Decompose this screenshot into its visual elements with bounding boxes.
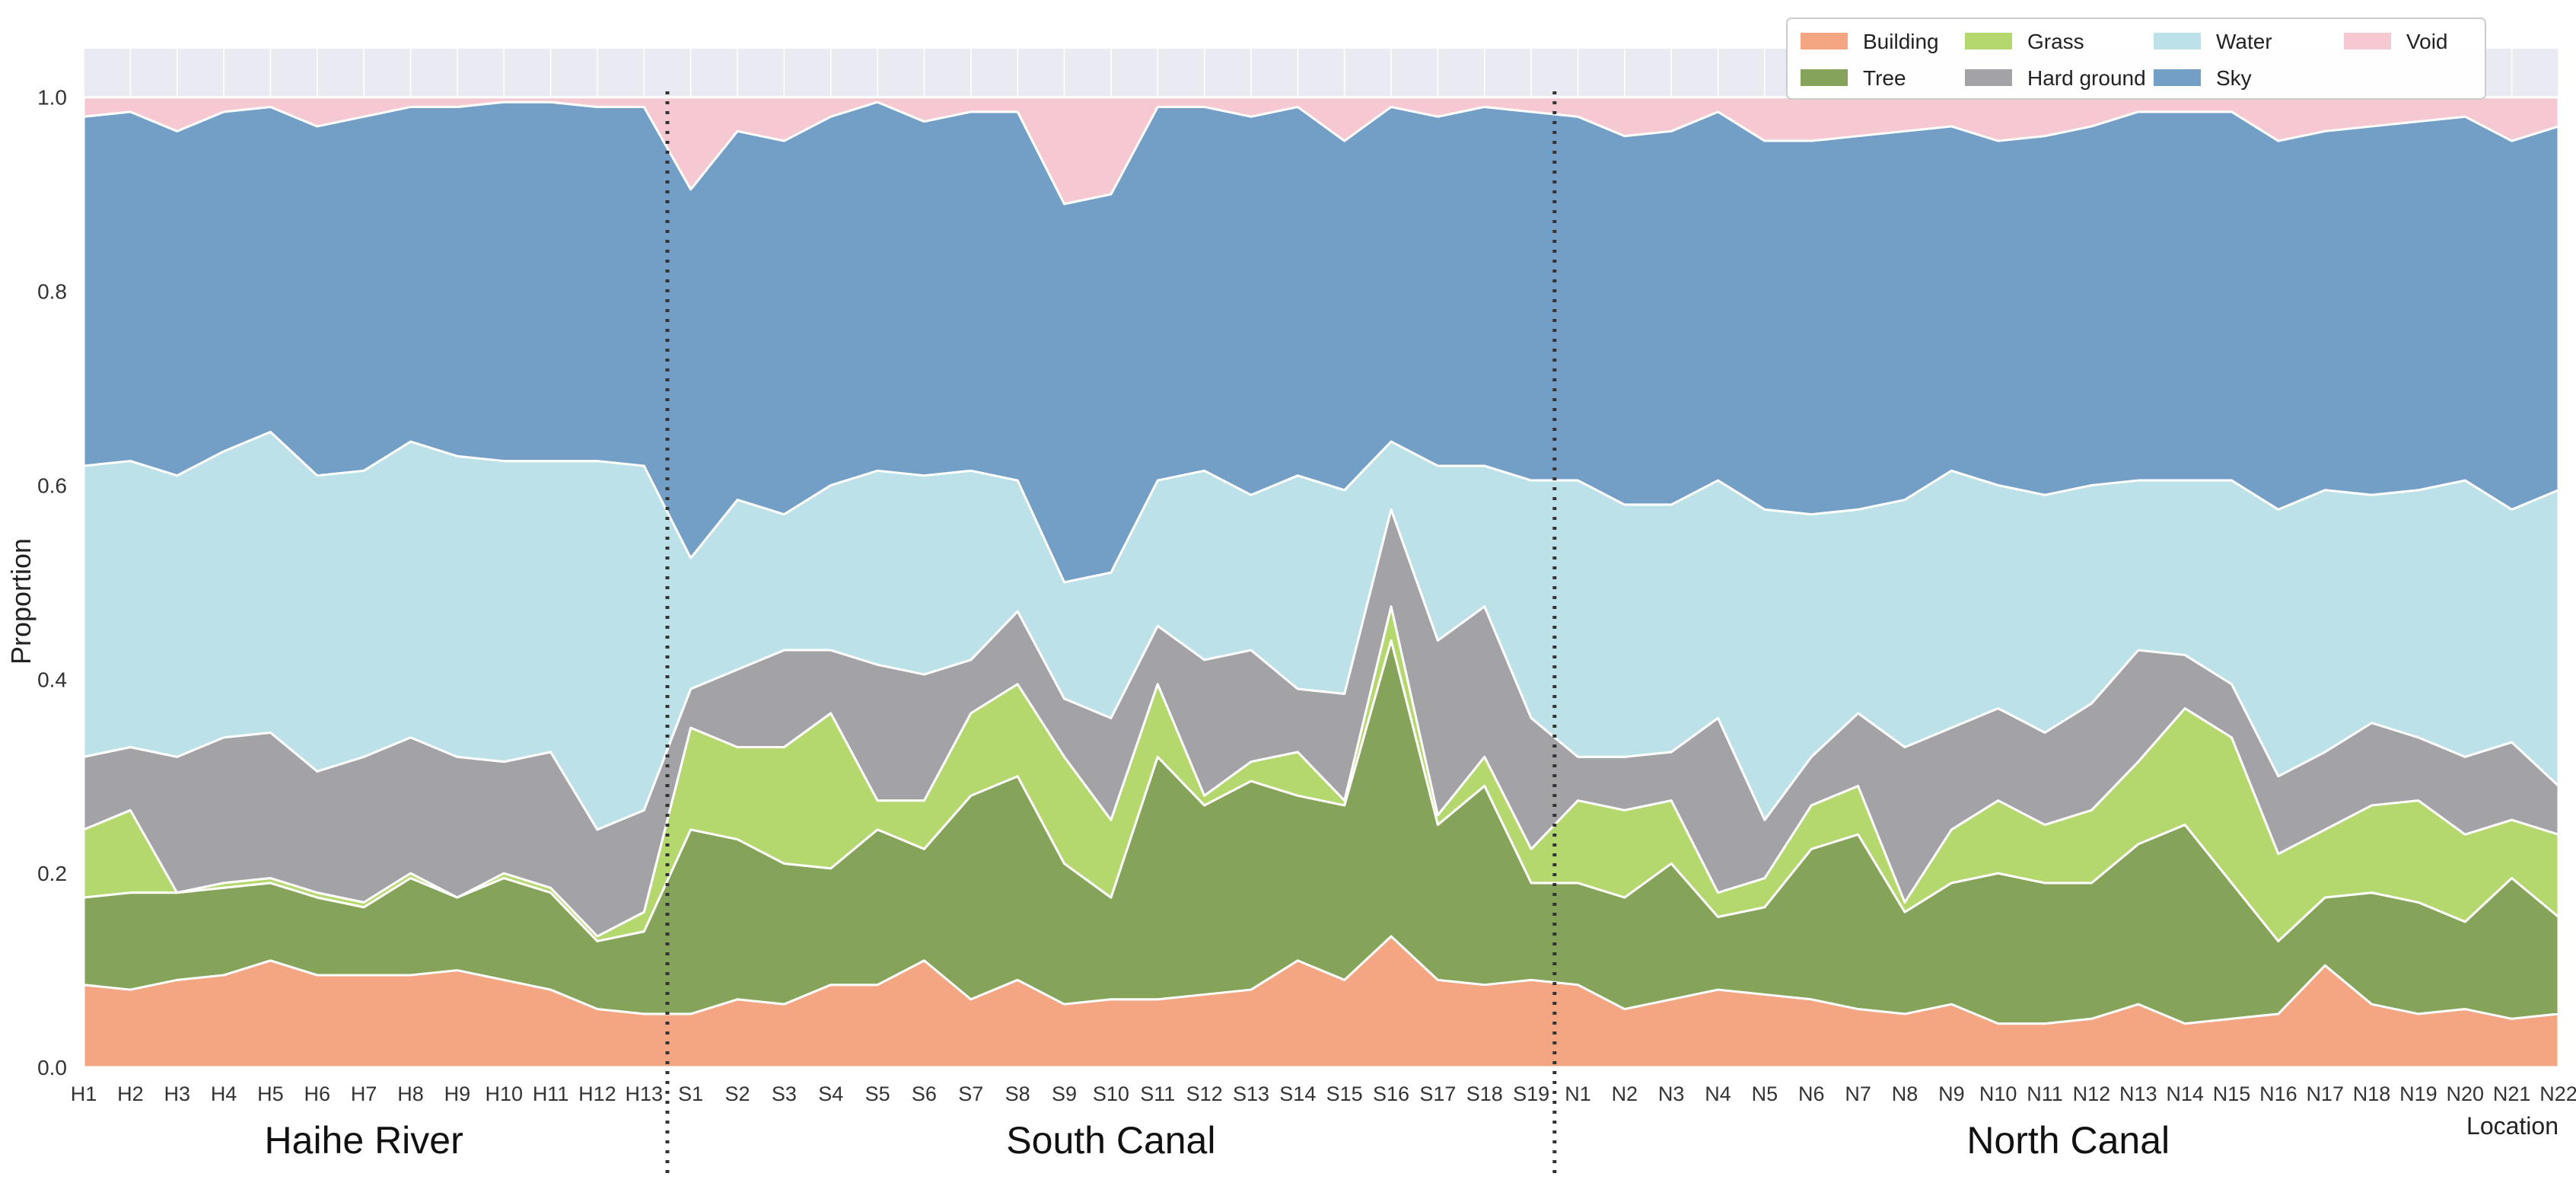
group-label: Haihe River [265,1119,463,1162]
x-tick-label: N11 [2027,1082,2063,1105]
x-tick-label: S16 [1373,1082,1409,1105]
x-tick-label: S5 [865,1082,890,1105]
group-labels: Haihe River South Canal North Canal [265,1119,2170,1162]
y-tick-label: 0.2 [37,862,67,885]
legend-label: Sky [2216,66,2252,90]
area-series [82,96,2560,1069]
legend-swatch-building [1801,33,1848,49]
x-tick-label: H12 [578,1082,616,1105]
legend-label: Hard ground [2027,66,2146,90]
x-tick-label: N3 [1658,1082,1685,1105]
x-tick-label: S13 [1233,1082,1269,1105]
x-tick-label: S4 [818,1082,843,1105]
x-tick-label: H4 [211,1082,237,1105]
x-tick-label: H13 [626,1082,664,1105]
legend-swatch-void [2344,33,2391,49]
x-tick-label: N1 [1565,1082,1591,1105]
x-tick-label: H7 [351,1082,377,1105]
x-tick-label: N14 [2166,1082,2204,1105]
x-tick-label: N8 [1892,1082,1918,1105]
x-tick-label: N13 [2119,1082,2157,1105]
x-tick-label: H3 [164,1082,190,1105]
x-tick-label: S2 [725,1082,750,1105]
x-tick-label: N21 [2493,1082,2531,1105]
legend-swatch-tree [1801,69,1848,86]
x-axis: H1 H2 H3 H4 H5 H6 H7 H8 H9 H10 H11 H12 H13 S1 S2 S3 S4 S5… [71,1082,2576,1105]
x-tick-label: H2 [117,1082,144,1105]
y-axis-label: Proportion [5,538,37,665]
x-tick-label: N18 [2353,1082,2391,1105]
x-tick-label: N10 [1979,1082,2017,1105]
x-axis-label: Location [2466,1112,2558,1140]
x-tick-label: S9 [1052,1082,1077,1105]
x-tick-label: N15 [2213,1082,2251,1105]
x-tick-label: N22 [2539,1082,2576,1105]
y-tick-label: 1.0 [37,86,67,110]
legend-swatch-hard-ground [1965,69,2012,86]
x-tick-label: H9 [444,1082,471,1105]
legend-label: Tree [1863,66,1906,90]
area-series-void [82,96,2560,206]
legend-label: Void [2406,30,2448,53]
group-dividers [665,91,1557,1180]
x-tick-label: N16 [2259,1082,2297,1105]
group-label: South Canal [1006,1119,1215,1162]
x-tick-label: S7 [958,1082,983,1105]
x-tick-label: N17 [2306,1082,2344,1105]
x-tick-label: H8 [397,1082,424,1105]
x-tick-label: N5 [1752,1082,1778,1105]
x-tick-label: N4 [1705,1082,1731,1105]
x-tick-label: N7 [1845,1082,1871,1105]
x-tick-label: N20 [2447,1082,2485,1105]
x-tick-label: H6 [304,1082,331,1105]
legend-swatch-water [2154,33,2201,49]
legend-box [1786,18,2486,100]
x-tick-label: N9 [1938,1082,1965,1105]
x-tick-label: N2 [1612,1082,1638,1105]
x-tick-label: H11 [533,1082,569,1105]
x-tick-label: H10 [485,1082,523,1105]
legend-label: Building [1863,30,1939,53]
legend: Building Tree Grass Hard ground Water Sky Void [1786,18,2486,100]
legend-swatch-grass [1965,33,2012,49]
x-tick-label: S1 [678,1082,703,1105]
x-tick-label: S3 [772,1082,797,1105]
x-tick-label: S19 [1513,1082,1549,1105]
x-tick-label: S15 [1326,1082,1363,1105]
x-tick-label: S12 [1186,1082,1223,1105]
y-tick-label: 0.0 [37,1056,67,1079]
legend-label: Water [2216,30,2272,53]
x-tick-label: N12 [2073,1082,2111,1105]
x-tick-label: S18 [1466,1082,1503,1105]
x-tick-label: N19 [2399,1082,2437,1105]
y-tick-label: 0.8 [37,280,67,304]
x-tick-label: S10 [1093,1082,1129,1105]
x-tick-label: H5 [257,1082,284,1105]
y-tick-label: 0.6 [37,473,67,497]
x-tick-label: S6 [912,1082,937,1105]
group-label: North Canal [1966,1119,2170,1162]
x-tick-label: N6 [1798,1082,1825,1105]
x-tick-label: S8 [1005,1082,1030,1105]
legend-label: Grass [2027,30,2084,53]
x-tick-label: S11 [1140,1082,1175,1105]
x-tick-label: S17 [1419,1082,1456,1105]
legend-swatch-sky [2154,69,2201,86]
y-tick-label: 0.4 [37,668,67,691]
x-tick-label: S14 [1279,1082,1316,1105]
y-axis: 0.0 0.2 0.4 0.6 0.8 1.0 [37,86,67,1079]
x-tick-label: H1 [71,1082,97,1105]
